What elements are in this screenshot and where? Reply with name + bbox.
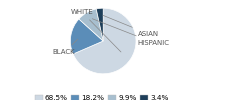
Text: ASIAN: ASIAN	[103, 15, 159, 37]
Legend: 68.5%, 18.2%, 9.9%, 3.4%: 68.5%, 18.2%, 9.9%, 3.4%	[35, 95, 169, 100]
Text: WHITE: WHITE	[71, 9, 121, 52]
Wedge shape	[96, 8, 103, 41]
Text: HISPANIC: HISPANIC	[92, 19, 170, 46]
Wedge shape	[73, 8, 136, 74]
Text: BLACK: BLACK	[53, 39, 78, 56]
Wedge shape	[70, 19, 103, 54]
Wedge shape	[79, 9, 103, 41]
